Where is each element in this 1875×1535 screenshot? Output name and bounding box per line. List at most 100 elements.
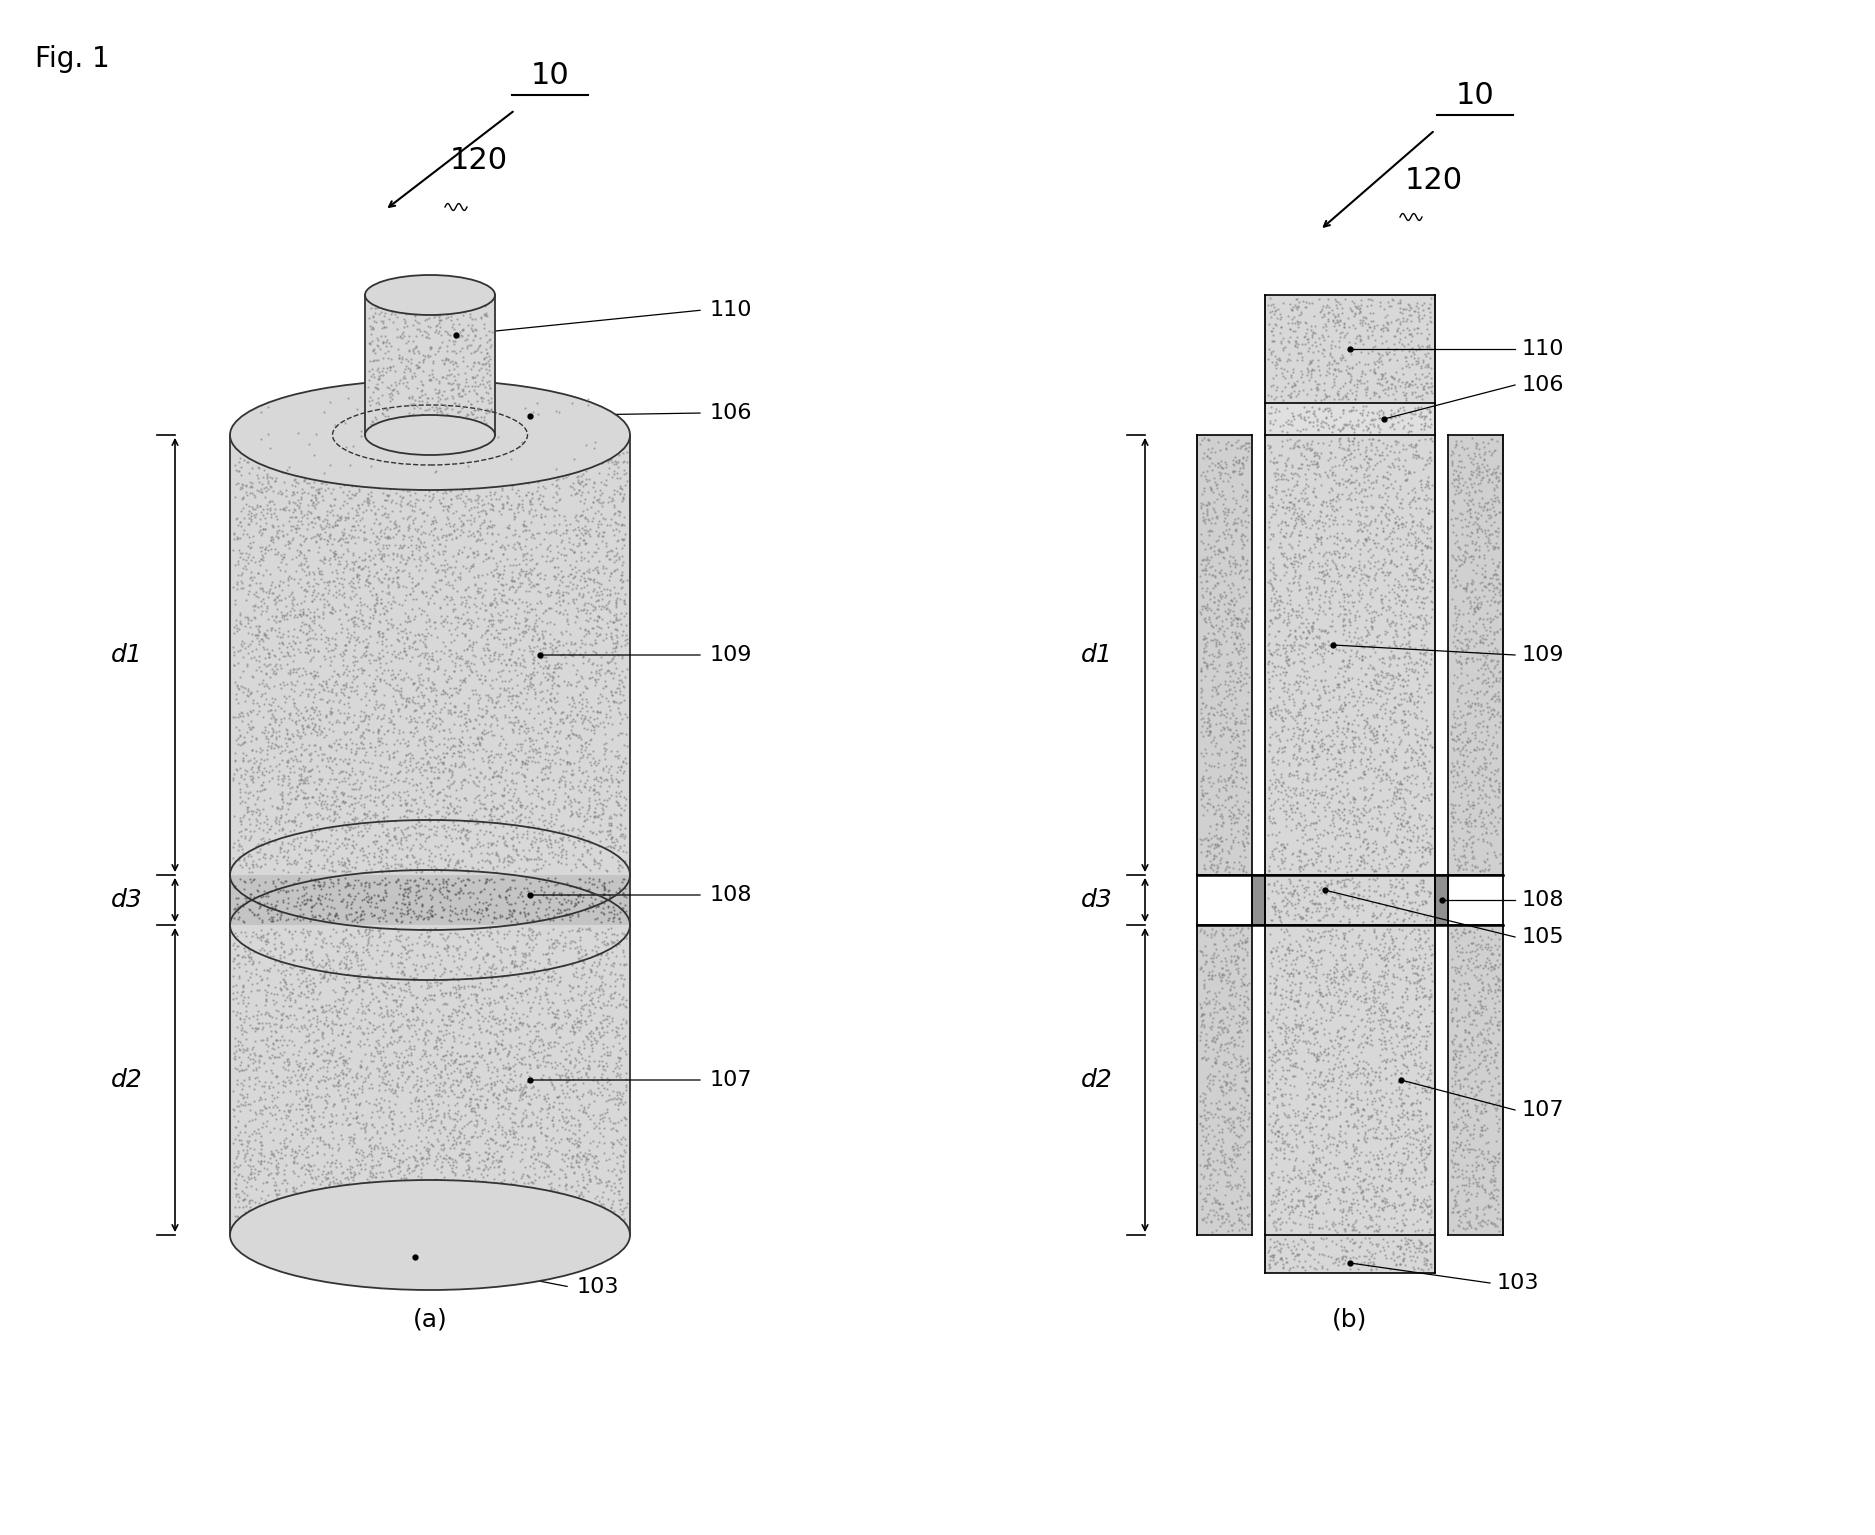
Point (1196, 1191, 1226, 1216)
Point (360, 1087, 390, 1111)
Point (343, 1203, 373, 1228)
Point (1224, 987, 1254, 1012)
Point (506, 738, 536, 763)
Point (1442, 477, 1472, 502)
Point (606, 821, 636, 846)
Point (1361, 718, 1391, 743)
Point (246, 774, 276, 798)
Point (444, 981, 474, 1005)
Point (1371, 998, 1401, 1022)
Point (386, 901, 416, 926)
Point (540, 981, 570, 1005)
Point (1399, 460, 1429, 485)
Point (441, 1233, 471, 1257)
Point (1294, 1078, 1324, 1102)
Point (431, 335, 461, 359)
Point (1358, 867, 1388, 892)
Point (1320, 335, 1350, 359)
Point (1189, 1187, 1219, 1211)
Point (298, 493, 328, 517)
Point (411, 580, 441, 605)
Point (1226, 522, 1256, 546)
Point (1378, 287, 1408, 312)
Point (1397, 1127, 1427, 1151)
Point (360, 668, 390, 692)
Point (1226, 744, 1256, 769)
Point (274, 860, 304, 884)
Point (1485, 571, 1515, 596)
Point (1311, 562, 1341, 586)
Point (1414, 559, 1444, 583)
Point (313, 875, 343, 900)
Point (1292, 740, 1322, 764)
Point (454, 1142, 484, 1167)
Point (369, 502, 399, 527)
Point (454, 985, 484, 1010)
Point (264, 878, 294, 903)
Point (251, 738, 281, 763)
Point (512, 1022, 542, 1047)
Point (516, 729, 546, 754)
Point (1410, 1157, 1440, 1182)
Point (356, 1136, 386, 1160)
Point (504, 810, 534, 835)
Point (435, 322, 465, 347)
Point (1298, 1171, 1328, 1196)
Point (1372, 949, 1402, 973)
Point (1470, 860, 1500, 884)
Point (1354, 1148, 1384, 1173)
Point (579, 715, 609, 740)
Point (435, 556, 465, 580)
Point (249, 1001, 279, 1025)
Point (1371, 718, 1401, 743)
Point (1401, 616, 1431, 640)
Point (261, 662, 291, 686)
Point (294, 849, 324, 873)
Point (437, 873, 467, 898)
Point (313, 502, 343, 527)
Point (1474, 467, 1504, 491)
Point (544, 970, 574, 995)
Point (300, 838, 330, 863)
Point (1361, 671, 1391, 695)
Point (1470, 950, 1500, 975)
Point (339, 797, 369, 821)
Point (356, 1099, 386, 1124)
Point (527, 1045, 557, 1070)
Point (489, 846, 519, 870)
Point (1354, 715, 1384, 740)
Point (379, 1019, 409, 1044)
Point (461, 939, 491, 964)
Point (532, 835, 562, 860)
Point (242, 648, 272, 672)
Point (454, 1062, 484, 1087)
Point (606, 476, 636, 500)
Point (527, 655, 557, 680)
Point (503, 918, 532, 942)
Point (1476, 810, 1506, 835)
Point (381, 359, 411, 384)
Point (433, 933, 463, 958)
Point (429, 956, 459, 981)
Point (1191, 1188, 1221, 1213)
Point (429, 936, 459, 961)
Point (1198, 697, 1228, 721)
Point (598, 712, 628, 737)
Point (390, 301, 420, 325)
Point (1399, 1188, 1429, 1213)
Point (1350, 1243, 1380, 1268)
Point (486, 1145, 516, 1170)
Point (1279, 781, 1309, 806)
Point (1399, 476, 1429, 500)
Point (270, 689, 300, 714)
Point (559, 586, 589, 611)
Point (1268, 494, 1297, 519)
Point (270, 533, 300, 557)
Point (1470, 1179, 1500, 1203)
Point (1299, 441, 1329, 465)
Point (428, 1116, 458, 1141)
Point (227, 1127, 257, 1151)
Point (332, 1056, 362, 1081)
Point (1316, 996, 1346, 1021)
Point (268, 763, 298, 787)
